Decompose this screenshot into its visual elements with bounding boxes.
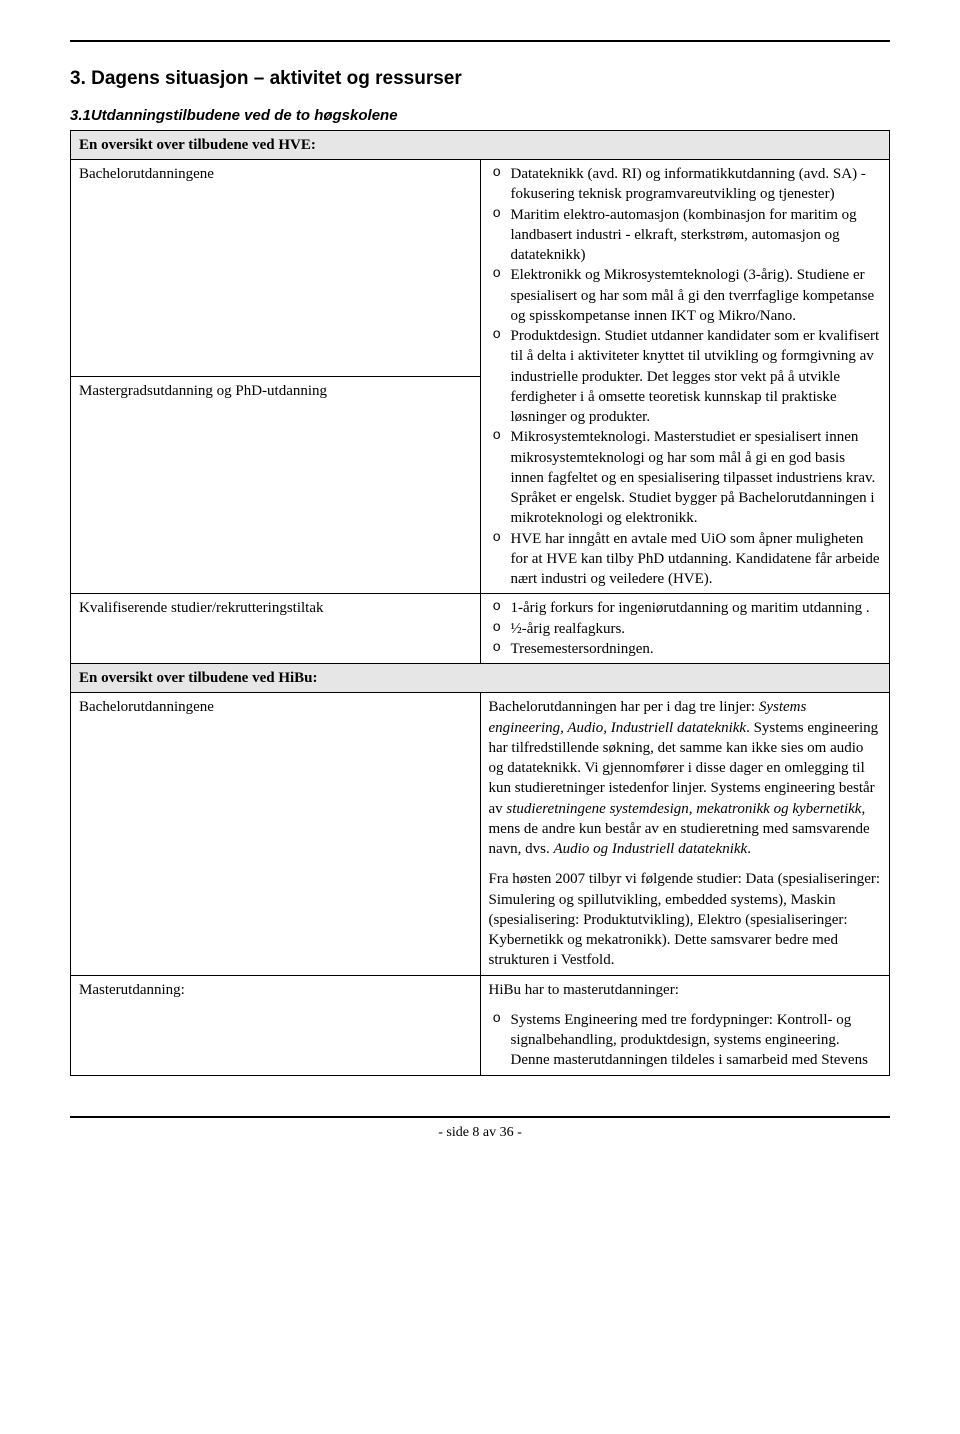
- list-item: Tresemestersordningen.: [511, 639, 882, 659]
- table-row: Kvalifiserende studier/rekrutteringstilt…: [71, 594, 890, 664]
- table-row: Bachelorutdanningene Datateknikk (avd. R…: [71, 160, 890, 377]
- list-item: Mikrosystemteknologi. Masterstudiet er s…: [511, 427, 882, 528]
- bullet-list: Systems Engineering med tre fordypninger…: [489, 1010, 882, 1071]
- paragraph: Bachelorutdanningen har per i dag tre li…: [489, 697, 882, 859]
- row-label-master-hve: Mastergradsutdanning og PhD-utdanning: [71, 377, 481, 594]
- list-item: Systems Engineering med tre fordypninger…: [511, 1010, 882, 1071]
- row-content-bachelor-hibu: Bachelorutdanningen har per i dag tre li…: [480, 693, 890, 975]
- table-header-hibu: En oversikt over tilbudene ved HiBu:: [71, 664, 890, 693]
- list-item: Maritim elektro-automasjon (kombinasjon …: [511, 205, 882, 266]
- row-content-kvalifiserende: 1-årig forkurs for ingeniørutdanning og …: [480, 594, 890, 664]
- text-span: Bachelorutdanningen har per i dag tre li…: [489, 699, 759, 715]
- italic-span: studieretningene systemdesign, mekatroni…: [506, 801, 861, 817]
- list-item: HVE har inngått en avtale med UiO som åp…: [511, 529, 882, 590]
- list-item: ½-årig realfagkurs.: [511, 619, 882, 639]
- row-label-bachelor-hibu: Bachelorutdanningene: [71, 693, 481, 975]
- list-item: Produktdesign. Studiet utdanner kandidat…: [511, 326, 882, 427]
- row-label-bachelor-hve: Bachelorutdanningene: [71, 160, 481, 377]
- row-label-master-hibu: Masterutdanning:: [71, 975, 481, 1075]
- table-row: Bachelorutdanningene Bachelorutdanningen…: [71, 693, 890, 975]
- paragraph: Fra høsten 2007 tilbyr vi følgende studi…: [489, 869, 882, 970]
- bullet-list: Datateknikk (avd. RI) og informatikkutda…: [489, 164, 882, 589]
- row-content-master-hibu: HiBu har to masterutdanninger: Systems E…: [480, 975, 890, 1075]
- row-label-kvalifiserende: Kvalifiserende studier/rekrutteringstilt…: [71, 594, 481, 664]
- list-item: Elektronikk og Mikrosystemteknologi (3-å…: [511, 265, 882, 326]
- page-footer: - side 8 av 36 -: [70, 1116, 890, 1143]
- paragraph: HiBu har to masterutdanninger:: [489, 980, 882, 1000]
- bullet-list: 1-årig forkurs for ingeniørutdanning og …: [489, 598, 882, 659]
- row-content-bachelor-master-hve: Datateknikk (avd. RI) og informatikkutda…: [480, 160, 890, 594]
- italic-span: Audio og Industriell datateknikk: [554, 841, 748, 857]
- table-row: Masterutdanning: HiBu har to masterutdan…: [71, 975, 890, 1075]
- list-item: Datateknikk (avd. RI) og informatikkutda…: [511, 164, 882, 205]
- text-span: .: [747, 841, 751, 857]
- content-table: En oversikt over tilbudene ved HVE: Bach…: [70, 130, 890, 1076]
- section-title: 3. Dagens situasjon – aktivitet og ressu…: [70, 66, 890, 92]
- top-rule: [70, 40, 890, 42]
- list-item: 1-årig forkurs for ingeniørutdanning og …: [511, 598, 882, 618]
- page-number: - side 8 av 36 -: [438, 1125, 522, 1140]
- subsection-title: 3.1Utdanningstilbudene ved de to høgskol…: [70, 106, 890, 126]
- table-header-hve: En oversikt over tilbudene ved HVE:: [71, 130, 890, 159]
